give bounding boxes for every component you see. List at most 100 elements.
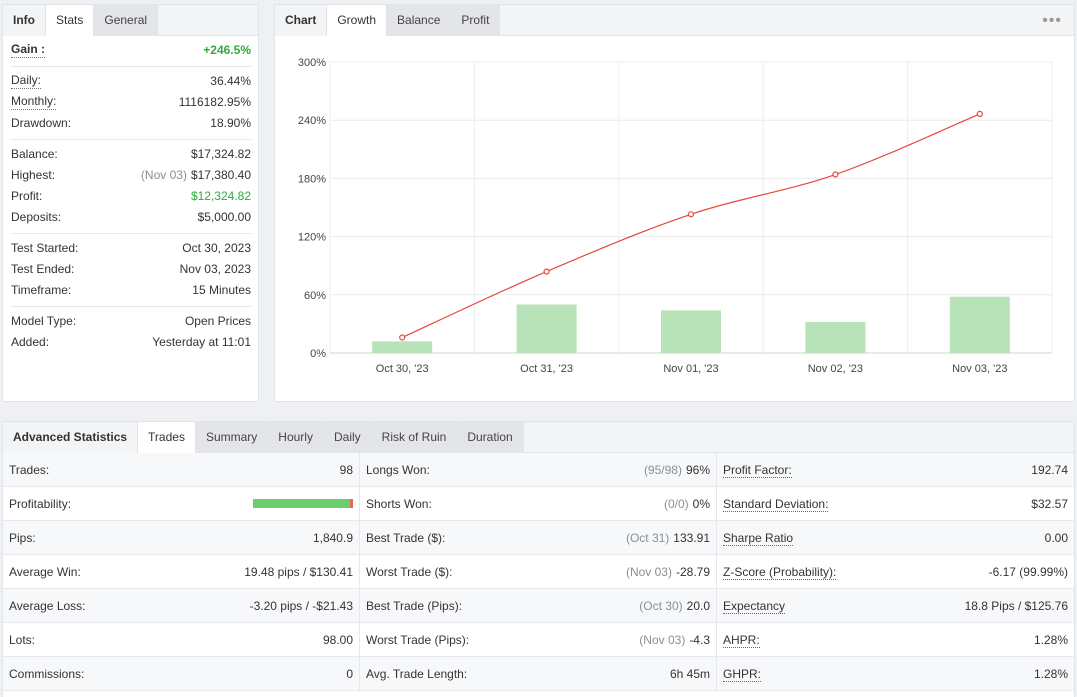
worst-trade-pips-wrap: (Nov 03) -4.3 [639, 633, 710, 647]
tab-stats[interactable]: Stats [46, 5, 95, 36]
shorts-won-note: (0/0) [663, 496, 689, 511]
added-row: Added: Yesterday at 11:01 [11, 332, 251, 353]
data-point [543, 268, 550, 275]
standard-deviation-value: $32.57 [1031, 496, 1068, 511]
x-tick-label: Oct 31, '23 [520, 363, 573, 375]
tab-trades[interactable]: Trades [138, 422, 196, 453]
tab-general[interactable]: General [94, 5, 159, 36]
stat-row: Pips: 1,840.9 [3, 521, 359, 555]
x-tick-label: Oct 30, '23 [376, 363, 429, 375]
best-trade-pips-value: 20.0 [686, 598, 710, 613]
worst-trade-pips-date: (Nov 03) [639, 632, 686, 647]
growth-line [401, 113, 981, 339]
timeframe-label: Timeframe: [11, 283, 72, 297]
stats-col-3: Profit Factor: 192.74 Standard Deviation:… [717, 453, 1074, 691]
deposits-value: $5,000.00 [197, 210, 251, 224]
highest-value-wrap: (Nov 03) $17,380.40 [141, 165, 251, 186]
daily-label[interactable]: Daily: [11, 73, 42, 89]
sharpe-ratio-label[interactable]: Sharpe Ratio [723, 530, 794, 546]
rates-group: Daily: 36.44% Monthly: 1116182.95% Drawd… [11, 67, 251, 140]
tab-profit[interactable]: Profit [451, 5, 501, 36]
shorts-won-value: 0% [692, 496, 710, 511]
z-score-label[interactable]: Z-Score (Probability): [723, 564, 837, 580]
bar [516, 304, 577, 353]
trades-label: Trades: [9, 462, 50, 477]
tab-risk-of-ruin[interactable]: Risk of Ruin [371, 422, 458, 453]
ahpr-label[interactable]: AHPR: [723, 632, 760, 648]
z-score-value: -6.17 (99.99%) [988, 564, 1068, 579]
z-score-label-text: Z-Score (Probability): [723, 564, 837, 580]
stat-row: Average Win: 19.48 pips / $130.41 [3, 555, 359, 589]
profit-factor-label[interactable]: Profit Factor: [723, 462, 792, 478]
growth-chart: 0% 60% 120% 180% 240% 300% Oct 30, '23 Oct 31, … [298, 57, 1053, 375]
profitability-bar[interactable] [253, 499, 353, 508]
best-trade-usd-value: 133.91 [673, 530, 710, 545]
shorts-won-value-wrap: (0/0) 0% [664, 497, 710, 511]
tab-info[interactable]: Info [3, 5, 46, 36]
data-point [399, 334, 406, 341]
stat-row: Worst Trade (Pips): (Nov 03) -4.3 [360, 623, 716, 657]
commissions-label: Commissions: [9, 666, 85, 681]
stat-row: Z-Score (Probability): -6.17 (99.99%) [717, 555, 1074, 589]
stats-grid: Trades: 98 Profitability: Pips: 1,840.9 Av… [3, 453, 1074, 691]
highest-label: Highest: [11, 168, 56, 182]
tab-duration[interactable]: Duration [457, 422, 524, 453]
sharpe-ratio-label-text: Sharpe Ratio [723, 530, 794, 546]
gain-label[interactable]: Gain : [11, 42, 46, 58]
tab-daily[interactable]: Daily [323, 422, 372, 453]
stats-col-2: Longs Won: (95/98) 96% Shorts Won: (0/0) 0% … [360, 453, 717, 691]
worst-trade-pips-label: Worst Trade (Pips): [366, 632, 470, 647]
best-trade-usd-label: Best Trade ($): [366, 530, 446, 545]
longs-won-label: Longs Won: [366, 462, 430, 477]
average-win-label: Average Win: [9, 564, 81, 579]
test-ended-value: Nov 03, 2023 [179, 262, 251, 276]
balance-group: Balance: $17,324.82 Highest: (Nov 03) $17… [11, 140, 251, 234]
stat-row: Best Trade (Pips): (Oct 30) 20.0 [360, 589, 716, 623]
data-point [687, 211, 695, 218]
expectancy-label[interactable]: Expectancy [723, 598, 786, 614]
data-point [832, 171, 839, 178]
stat-row: Profitability: [3, 487, 359, 521]
tab-chart[interactable]: Chart [275, 5, 328, 36]
ellipsis-icon[interactable]: ••• [1042, 12, 1062, 29]
bar [805, 321, 866, 353]
drawdown-row: Drawdown: 18.90% [11, 113, 251, 134]
profitability-loss-segment [350, 499, 353, 508]
y-tick-label: 240% [298, 115, 326, 127]
profitability-label: Profitability: [9, 496, 72, 511]
tab-growth[interactable]: Growth [327, 5, 388, 36]
advanced-tabs: Advanced Statistics Trades Summary Hourl… [3, 422, 1074, 453]
profit-row: Profit: $12,324.82 [11, 186, 251, 207]
model-type-value: Open Prices [184, 314, 251, 328]
model-type-label: Model Type: [11, 314, 77, 328]
x-tick-label: Nov 02, '23 [808, 363, 863, 375]
avg-trade-length-value: 6h 45m [669, 666, 710, 681]
average-loss-value: -3.20 pips / -$21.43 [249, 598, 353, 613]
model-group: Model Type: Open Prices Added: Yesterday… [11, 307, 251, 358]
added-value: Yesterday at 11:01 [152, 335, 251, 349]
lots-label: Lots: [9, 632, 36, 647]
stat-row: Longs Won: (95/98) 96% [360, 453, 716, 487]
standard-deviation-label[interactable]: Standard Deviation: [723, 496, 829, 512]
monthly-label[interactable]: Monthly: [11, 94, 57, 110]
test-started-value: Oct 30, 2023 [182, 241, 251, 255]
stat-row: Sharpe Ratio 0.00 [717, 521, 1074, 555]
balance-value: $17,324.82 [190, 147, 251, 161]
longs-won-note: (95/98) [643, 462, 682, 477]
daily-row: Daily: 36.44% [11, 71, 251, 92]
stat-row: Expectancy 18.8 Pips / $125.76 [717, 589, 1074, 623]
worst-trade-pips-value: -4.3 [689, 632, 710, 647]
expectancy-value: 18.8 Pips / $125.76 [964, 598, 1068, 613]
daily-value: 36.44% [210, 74, 251, 88]
tab-hourly[interactable]: Hourly [268, 422, 324, 453]
worst-trade-usd-value: -28.79 [675, 564, 710, 579]
tab-summary[interactable]: Summary [195, 422, 269, 453]
tab-balance[interactable]: Balance [387, 5, 452, 36]
stat-row: Avg. Trade Length: 6h 45m [360, 657, 716, 691]
worst-trade-usd-wrap: (Nov 03) -28.79 [626, 565, 710, 579]
worst-trade-usd-date: (Nov 03) [625, 564, 672, 579]
profit-factor-value: 192.74 [1031, 462, 1068, 477]
ghpr-label[interactable]: GHPR: [723, 666, 762, 682]
stat-row: Average Loss: -3.20 pips / -$21.43 [3, 589, 359, 623]
gain-group: Gain : +246.5% [11, 36, 251, 67]
